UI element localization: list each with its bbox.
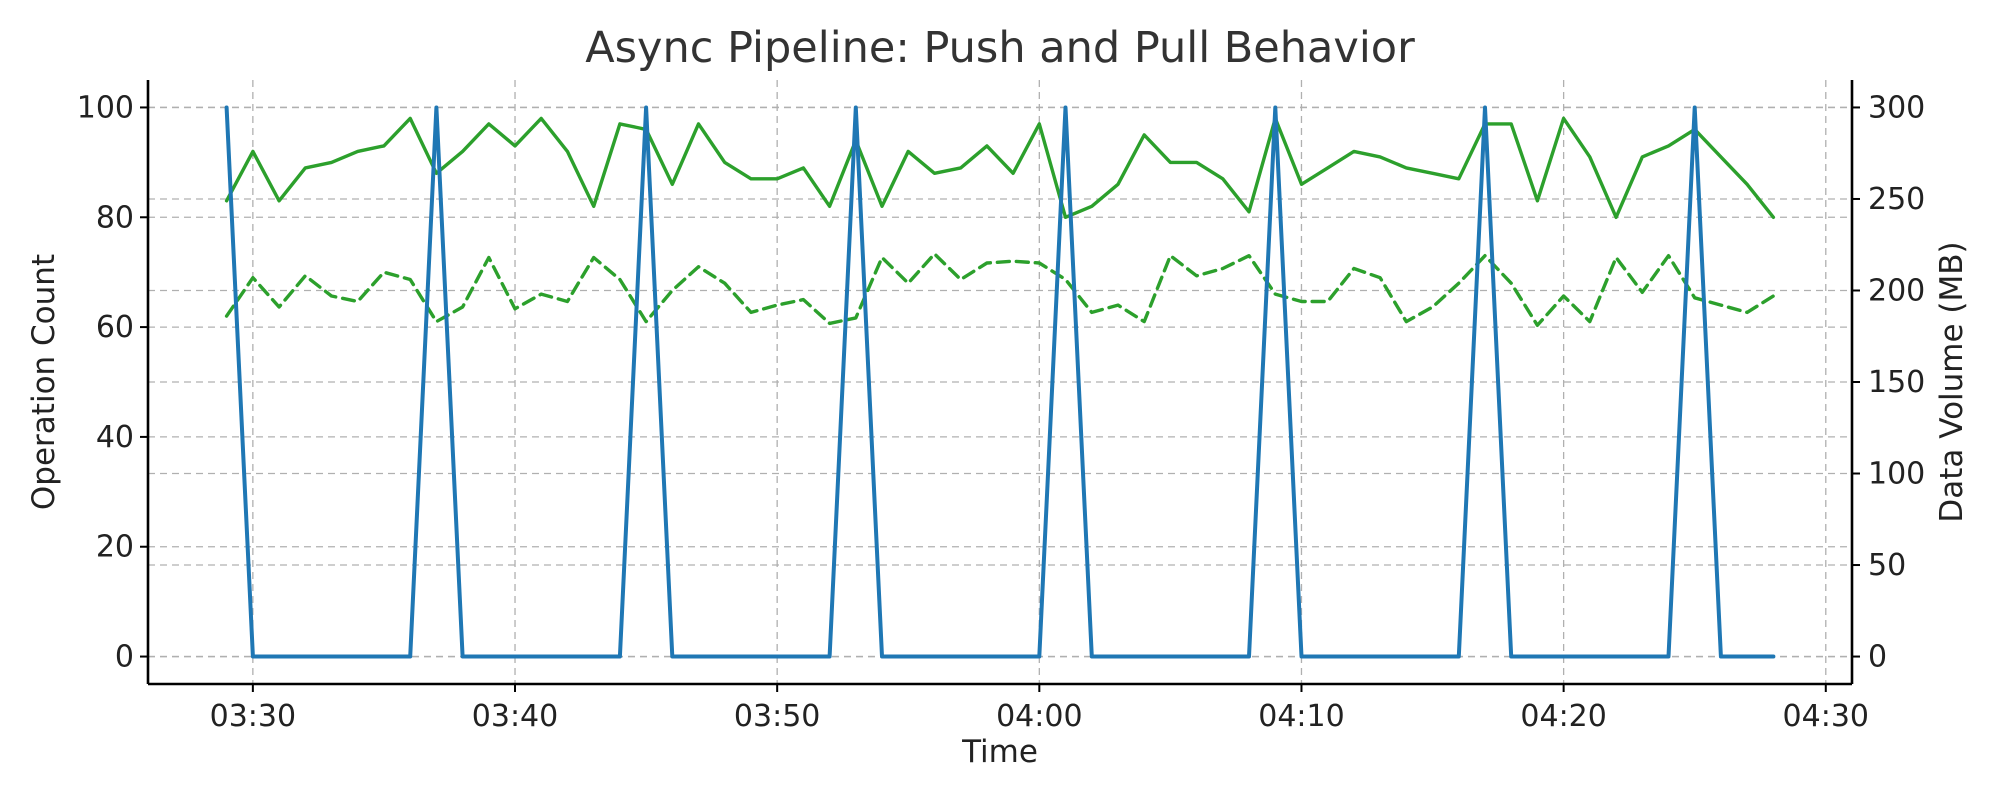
series-line-volume: [224, 116, 1776, 220]
y-axis-label-left: Operation Count: [26, 254, 62, 510]
y-tick-label-left: 100: [77, 90, 134, 125]
y-tick-label-left: 40: [96, 420, 134, 455]
y-tick-label-left: 80: [96, 200, 134, 235]
series-layer: [224, 105, 1776, 659]
series-line-operations: [224, 105, 1776, 659]
x-tick-label: 04:10: [1258, 699, 1344, 734]
y-tick-label-right: 0: [1868, 640, 1887, 675]
chart-title: Async Pipeline: Push and Pull Behavior: [585, 23, 1415, 73]
y-tick-label-right: 150: [1868, 365, 1925, 400]
y-tick-label-right: 200: [1868, 273, 1925, 308]
y-tick-label-right: 100: [1868, 457, 1925, 492]
y-tick-label-left: 60: [96, 310, 134, 345]
x-tick-label: 04:00: [996, 699, 1082, 734]
series-line-volume-dashed: [224, 252, 1776, 327]
y-tick-label-left: 0: [115, 640, 134, 675]
y-axis-label-right: Data Volume (MB): [1934, 241, 1970, 522]
x-tick-label: 04:20: [1520, 699, 1606, 734]
x-tick-label: 04:30: [1783, 699, 1869, 734]
y-tick-label-right: 300: [1868, 90, 1925, 125]
x-axis-label: Time: [961, 734, 1038, 770]
y-tick-label-right: 50: [1868, 548, 1906, 583]
tick-labels: 03:30 03:40 03:50 04:00 04:10 04:20 04:30 0 20 40…: [77, 90, 1926, 734]
x-tick-label: 03:40: [472, 699, 558, 734]
y-tick-label-left: 20: [96, 530, 134, 565]
x-tick-label: 03:30: [210, 699, 296, 734]
x-tick-label: 03:50: [734, 699, 820, 734]
y-tick-label-right: 250: [1868, 182, 1925, 217]
